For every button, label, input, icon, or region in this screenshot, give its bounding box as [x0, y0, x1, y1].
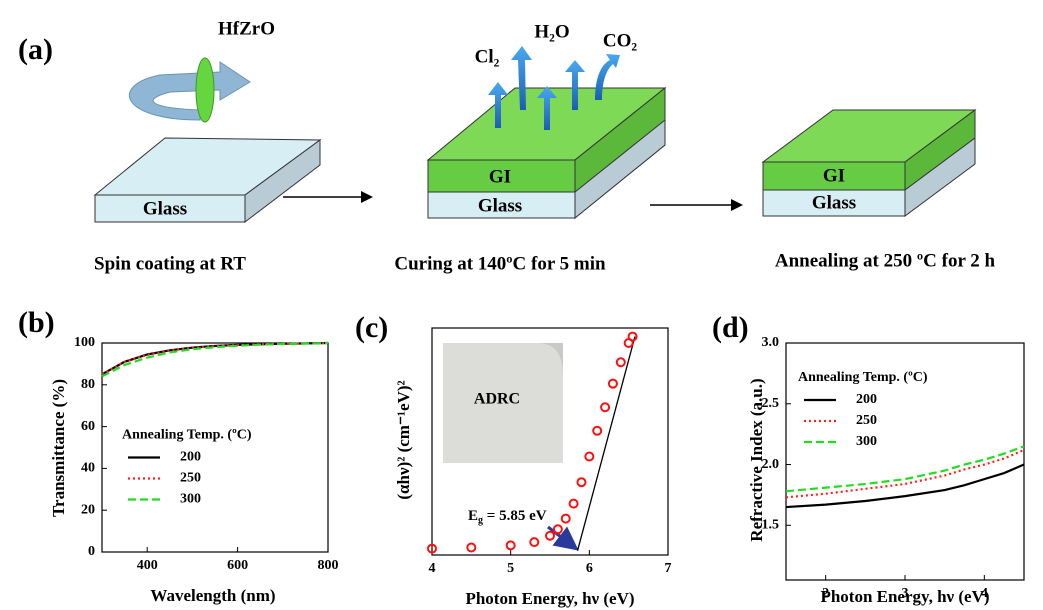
step-2: Cl₂ H₂O CO₂ GI Glass Curing at 140ºC for… [394, 21, 665, 274]
x-axis-label: Photon Energy, hν (eV) [820, 587, 989, 606]
data-point [467, 544, 475, 552]
legend-label: 300 [856, 434, 877, 449]
annotation: Eg = 5.85 eV [468, 508, 547, 526]
y-tick-label: 40 [81, 461, 95, 476]
x-tick-label: 400 [137, 558, 158, 573]
y-tick-label: 100 [74, 335, 95, 350]
gas-label: CO₂ [603, 30, 638, 51]
data-point [577, 478, 585, 486]
fit-line [578, 337, 635, 551]
inset-photo: ADRC [443, 343, 563, 463]
caption: Curing at 140ºC for 5 min [394, 253, 606, 274]
y-axis-label: (αhν)² (cm⁻¹eV)² [394, 380, 413, 499]
layer-label: GI [489, 166, 511, 187]
layer-label: Glass [478, 195, 522, 216]
y-axis-label: Refractive Index (a.u.) [747, 378, 766, 541]
step-3: GI Glass Annealing at 250 ºC for 2 h [763, 110, 996, 271]
series-line [102, 343, 328, 374]
series-line [102, 343, 328, 376]
step-1: HfZrO Glass Spin coating at RT [94, 18, 320, 274]
panel-label: (b) [18, 306, 55, 339]
legend-label: 300 [180, 492, 201, 507]
x-tick-label: 800 [318, 558, 339, 573]
data-point [554, 525, 562, 533]
x-tick-label: 6 [586, 561, 593, 576]
y-tick-label: 3.0 [762, 335, 780, 350]
legend-label: 200 [180, 450, 201, 465]
y-axis-label: Transmittance (%) [49, 379, 68, 517]
plot-frame [102, 343, 328, 552]
layer-label: GI [823, 165, 845, 186]
x-tick-label: 600 [227, 558, 248, 573]
y-tick-label: 0 [88, 544, 95, 559]
data-point [629, 333, 637, 341]
legend-title: Annealing Temp. (ºC) [122, 428, 252, 443]
data-point [530, 538, 538, 546]
series-line [786, 446, 1024, 491]
layer-label: Glass [812, 192, 856, 213]
inset-text: ADRC [474, 391, 520, 408]
data-point [546, 532, 554, 540]
panel-label: (a) [18, 33, 53, 66]
data-point [562, 515, 570, 523]
data-point [609, 380, 617, 388]
legend-label: 250 [180, 471, 201, 486]
gas-label: Cl₂ [475, 46, 500, 67]
legend-title: Annealing Temp. (ºC) [798, 370, 928, 385]
series-line [786, 465, 1024, 508]
legend-label: 200 [856, 392, 877, 407]
panel-label: (c) [355, 311, 388, 344]
precursor: HfZrO [218, 18, 275, 39]
x-tick-label: 5 [507, 561, 514, 576]
caption: Spin coating at RT [94, 253, 246, 274]
figure: (a) HfZrO Glass Spin coating at RT Cl₂ H… [0, 0, 1043, 610]
data-point [601, 403, 609, 411]
y-tick-label: 20 [81, 502, 95, 517]
data-point [585, 452, 593, 460]
data-point [617, 358, 625, 366]
x-tick-label: 4 [429, 561, 436, 576]
legend-label: 250 [856, 413, 877, 428]
data-point [570, 500, 578, 508]
panel-label: (d) [712, 311, 749, 344]
layer-label: Glass [143, 198, 187, 219]
gas-label: H₂O [534, 21, 569, 42]
x-axis-label: Photon Energy, hν (eV) [465, 589, 634, 608]
x-tick-label: 7 [665, 561, 672, 576]
caption: Annealing at 250 ºC for 2 h [775, 250, 996, 271]
data-point [507, 541, 515, 549]
data-point [593, 427, 601, 435]
series-line [786, 450, 1024, 497]
y-tick-label: 60 [81, 419, 95, 434]
x-axis-label: Wavelength (nm) [150, 586, 275, 605]
y-tick-label: 80 [81, 377, 95, 392]
